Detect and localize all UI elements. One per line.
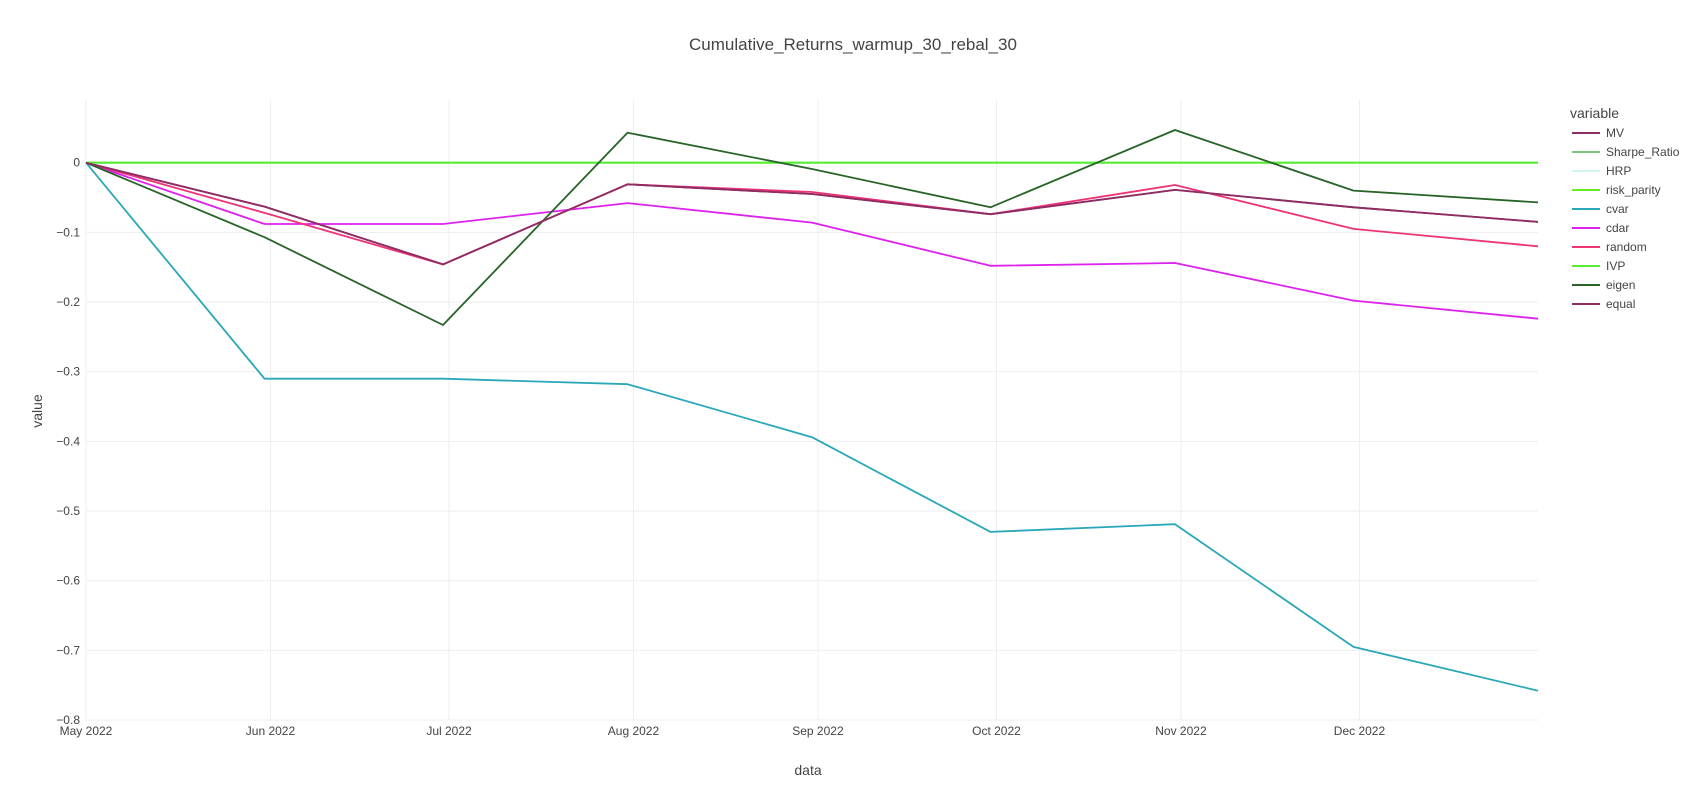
legend-label: risk_parity [1606, 183, 1661, 197]
gridlines [85, 100, 1538, 721]
legend-item-ivp[interactable]: IVP [1572, 259, 1625, 273]
legend-item-mv[interactable]: MV [1572, 126, 1624, 140]
x-axis-title: data [794, 762, 821, 778]
y-tick-label: −0.7 [56, 643, 80, 657]
legend-item-random[interactable]: random [1572, 240, 1647, 254]
legend-item-cvar[interactable]: cvar [1572, 202, 1629, 216]
x-tick-label: Jun 2022 [246, 724, 296, 738]
y-tick-label: −0.2 [56, 295, 80, 309]
legend-label: HRP [1606, 164, 1631, 178]
legend-item-eigen[interactable]: eigen [1572, 278, 1635, 292]
legend-label: cdar [1606, 221, 1629, 235]
x-tick-label: Oct 2022 [972, 724, 1021, 738]
y-tick-label: −0.4 [56, 434, 80, 448]
legend-label: MV [1606, 126, 1624, 140]
series-line-mv [85, 161, 1539, 266]
x-tick-label: Aug 2022 [608, 724, 660, 738]
x-tick-label: Nov 2022 [1155, 724, 1207, 738]
legend-item-cdar[interactable]: cdar [1572, 221, 1629, 235]
x-tick-label: Dec 2022 [1334, 724, 1386, 738]
series-line-cvar [85, 162, 1539, 692]
series-lines [85, 129, 1539, 692]
legend-label: eigen [1606, 278, 1635, 292]
x-tick-label: May 2022 [60, 724, 113, 738]
legend: variable MV Sharpe_Ratio HRP risk_paritycva… [1570, 105, 1680, 311]
x-tick-label: Jul 2022 [426, 724, 472, 738]
legend-item-risk-parity[interactable]: risk_parity [1572, 183, 1661, 197]
legend-label: random [1606, 240, 1647, 254]
x-tick-label: Sep 2022 [792, 724, 844, 738]
legend-item-equal[interactable]: equal [1572, 297, 1635, 311]
legend-label: IVP [1606, 259, 1625, 273]
x-axis-ticks: May 2022 Jun 2022 Jul 2022 Aug 2022 Sep 2022… [60, 724, 1386, 738]
y-tick-label: −0.1 [56, 225, 80, 239]
legend-item-sharpe-ratio[interactable]: Sharpe_Ratio [1572, 145, 1680, 159]
series-line-cdar [85, 161, 1539, 320]
legend-item-hrp[interactable]: HRP [1572, 164, 1631, 178]
y-tick-label: −0.5 [56, 504, 80, 518]
legend-label: cvar [1606, 202, 1629, 216]
y-tick-label: −0.3 [56, 365, 80, 379]
y-tick-label: 0 [73, 156, 80, 170]
series-line-eigen [85, 129, 1539, 326]
legend-label: equal [1606, 297, 1635, 311]
series-line-equal [85, 161, 1539, 266]
series-line-random [85, 161, 1539, 266]
legend-label: Sharpe_Ratio [1606, 145, 1680, 159]
legend-title: variable [1570, 105, 1619, 121]
y-tick-label: −0.8 [56, 713, 80, 727]
y-axis-title: value [29, 394, 45, 428]
chart-title: Cumulative_Returns_warmup_30_rebal_30 [689, 35, 1017, 54]
y-tick-label: −0.6 [56, 574, 80, 588]
y-axis-ticks: 0 −0.1 −0.2 −0.3 −0.4 −0.5 −0.6 −0.7 −0.8 [56, 156, 80, 727]
